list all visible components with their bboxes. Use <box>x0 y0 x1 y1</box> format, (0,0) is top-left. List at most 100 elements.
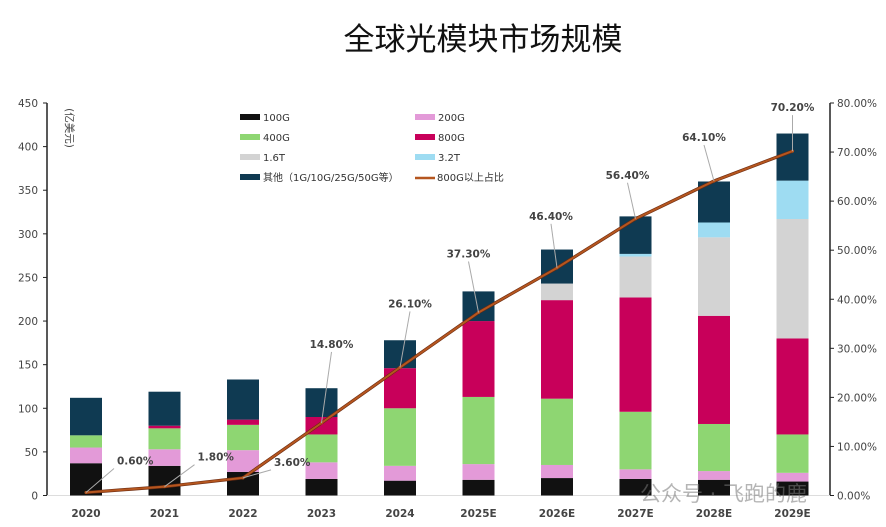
data-label: 3.60% <box>274 457 311 469</box>
y-tick-label: 350 <box>18 185 38 197</box>
bar-segment-400G-2025E <box>462 396 495 465</box>
legend-swatch <box>240 114 260 120</box>
y2-tick-label: 40.00% <box>837 294 877 306</box>
data-label: 37.30% <box>447 248 491 260</box>
bar-segment-1G10G25G50G-2021 <box>148 391 181 426</box>
bar-segment-400G-2028E <box>698 423 730 472</box>
legend-swatch <box>415 154 435 160</box>
y2-tick-label: 30.00% <box>837 343 877 355</box>
bar-segment-800G-2027E <box>619 297 652 412</box>
data-label-leader <box>164 464 195 488</box>
y-tick-label: 400 <box>18 142 38 154</box>
bar-segment-200G-2022 <box>227 450 259 472</box>
x-tick-label: 2021 <box>150 508 179 520</box>
legend-label: 100G <box>263 113 290 124</box>
legend-swatch <box>240 154 260 160</box>
bar-segment-1G10G25G50G-2023 <box>305 388 338 417</box>
x-tick-label: 2023 <box>307 508 336 520</box>
data-label: 1.80% <box>198 452 235 464</box>
bar-segment-800G-2025E <box>462 321 495 397</box>
y2-tick-label: 20.00% <box>837 392 877 404</box>
y2-tick-label: 60.00% <box>837 196 877 208</box>
x-tick-label: 2026E <box>539 508 575 520</box>
y2-tick-label: 0.00% <box>837 491 870 503</box>
watermark: 公众号 · 飞跑的鹿 <box>640 482 808 506</box>
bar-segment-800G-2022 <box>227 419 259 425</box>
bar-segment-800G-2021 <box>148 425 181 429</box>
bar-segment-1G10G25G50G-2027E <box>619 216 652 254</box>
data-label-leader <box>85 468 115 493</box>
x-tick-label: 2025E <box>460 508 496 520</box>
bar-segment-200G-2029E <box>776 472 809 482</box>
bar-segment-1G10G25G50G-2020 <box>70 397 102 436</box>
y-tick-label: 250 <box>18 272 38 284</box>
data-label-leader <box>703 144 715 182</box>
bar-segment-200G-2024 <box>384 465 416 481</box>
x-tick-label: 2020 <box>71 508 100 520</box>
bar-segment-100G-2029E <box>776 481 809 496</box>
bar-segment-400G-2027E <box>619 411 652 470</box>
bar-segment-400G-2023 <box>305 434 338 463</box>
legend-label: 800G以上占比 <box>437 171 504 184</box>
bar-segment-400G-2029E <box>776 434 809 473</box>
bar-segment-100G-2025E <box>462 479 495 496</box>
bar-segment-200G-2028E <box>698 471 730 480</box>
bar-segment-3.2T-2027E <box>619 253 652 257</box>
legend-label: 200G <box>438 113 465 124</box>
data-label: 56.40% <box>606 170 650 182</box>
bar-segment-100G-2028E <box>698 479 730 496</box>
legend-swatch <box>415 114 435 120</box>
data-label: 46.40% <box>529 211 573 223</box>
bar-segment-400G-2022 <box>227 424 259 451</box>
x-tick-label: 2024 <box>385 508 414 520</box>
bar-segment-1.6T-2026E <box>541 283 573 301</box>
bar-segment-100G-2022 <box>227 471 259 496</box>
bar-segment-3.2T-2028E <box>698 222 730 238</box>
bar-segment-1G10G25G50G-2022 <box>227 379 259 420</box>
y-tick-label: 150 <box>18 360 38 372</box>
y-tick-label: 0 <box>31 491 38 503</box>
y-axis-label: (亿美元) <box>63 108 76 148</box>
x-tick-label: 2029E <box>774 508 810 520</box>
y-tick-label: 450 <box>18 98 38 110</box>
y2-tick-label: 50.00% <box>837 245 877 257</box>
bar-segment-400G-2026E <box>541 398 573 465</box>
bar-segment-100G-2023 <box>305 478 338 496</box>
chart-title: 全球光模块市场规模 <box>343 22 623 58</box>
bar-segment-1.6T-2028E <box>698 237 730 316</box>
bar-segment-200G-2027E <box>619 469 652 479</box>
bar-segment-3.2T-2029E <box>776 180 809 220</box>
x-tick-label: 2028E <box>696 508 732 520</box>
y2-tick-label: 80.00% <box>837 98 877 110</box>
legend-label: 800G <box>438 133 465 144</box>
bar-segment-800G-2029E <box>776 338 809 435</box>
y-tick-label: 100 <box>18 403 38 415</box>
bar-segment-1.6T-2029E <box>776 219 809 339</box>
data-label-leader <box>627 182 636 219</box>
data-label-leader <box>468 261 479 313</box>
line-series-800g-share <box>85 150 793 494</box>
legend-label: 其他（1G/10G/25G/50G等） <box>263 171 399 184</box>
bar-segment-100G-2021 <box>148 465 181 496</box>
line-series-shadow <box>85 149 794 495</box>
y-tick-label: 200 <box>18 316 38 328</box>
data-label: 14.80% <box>310 339 354 351</box>
bar-segment-100G-2026E <box>541 478 573 496</box>
bar-segment-200G-2026E <box>541 464 573 479</box>
data-label-leader <box>550 223 558 268</box>
legend-swatch <box>240 134 260 140</box>
legend-swatch <box>240 174 260 180</box>
bar-segment-400G-2021 <box>148 428 181 450</box>
legend-label: 1.6T <box>263 153 286 164</box>
bar-segment-100G-2027E <box>619 478 652 496</box>
bar-segment-1G10G25G50G-2028E <box>698 181 730 223</box>
bar-segment-400G-2024 <box>384 408 416 466</box>
bar-segment-400G-2020 <box>70 435 102 448</box>
bar-segment-800G-2026E <box>541 300 573 399</box>
bar-segment-200G-2020 <box>70 447 102 464</box>
data-label-leader <box>242 469 272 479</box>
data-label: 0.60% <box>117 456 154 468</box>
bar-segment-200G-2023 <box>305 462 338 479</box>
bar-segment-100G-2024 <box>384 480 416 496</box>
